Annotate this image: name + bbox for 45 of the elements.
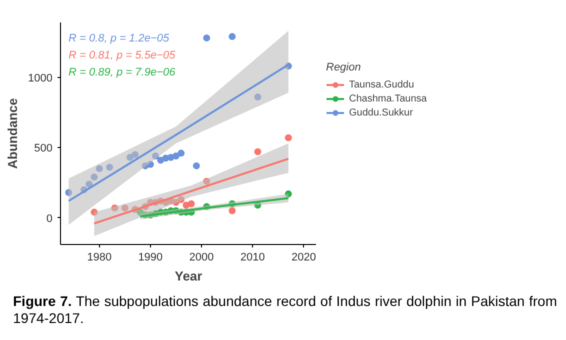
- point: [132, 151, 139, 158]
- legend-label: Taunsa.Guddu: [349, 78, 414, 90]
- legend-label: Chashma.Taunsa: [349, 92, 427, 104]
- annotation: R = 0.89, p = 7.9e−06: [68, 66, 176, 78]
- y-tick-label: 0: [46, 212, 53, 225]
- x-tick-label: 2010: [240, 252, 265, 264]
- point: [228, 207, 236, 214]
- point: [203, 34, 210, 42]
- point: [254, 148, 262, 156]
- point: [90, 174, 98, 181]
- y-tick-label: 500: [34, 142, 53, 155]
- point: [86, 180, 93, 188]
- point: [178, 196, 185, 204]
- point: [152, 152, 160, 160]
- point: [228, 33, 236, 40]
- y-axis-title: Abundance: [5, 98, 20, 169]
- point: [192, 162, 200, 170]
- legend-title: Region: [326, 62, 362, 74]
- x-tick-label: 1990: [138, 252, 163, 264]
- x-tick-label: 1980: [87, 252, 112, 264]
- legend-label: Guddu.Sukkur: [349, 106, 413, 118]
- point: [284, 190, 292, 198]
- point: [111, 204, 118, 212]
- point: [188, 200, 195, 208]
- point: [284, 134, 292, 142]
- point: [146, 160, 154, 168]
- point: [203, 178, 210, 185]
- caption: Figure 7. The subpopulations abundance record of Indus river dolphin in Pakistan from 1974-2017.: [12, 292, 558, 327]
- point: [90, 208, 98, 216]
- point: [121, 204, 128, 212]
- y-tick-label: 1000: [28, 72, 53, 84]
- point: [126, 154, 134, 161]
- annotation: R = 0.8, p = 1.2e−05: [68, 32, 170, 44]
- point: [254, 93, 262, 100]
- x-tick-label: 2000: [189, 252, 214, 264]
- point: [96, 165, 103, 172]
- annotation: R = 0.81, p = 5.5e−05: [68, 50, 176, 62]
- point: [178, 150, 185, 157]
- x-axis-title: Year: [174, 268, 202, 284]
- point: [254, 202, 262, 209]
- x-tick-label: 2020: [291, 252, 316, 264]
- point: [65, 189, 72, 196]
- point: [106, 164, 114, 171]
- point: [172, 198, 180, 206]
- point: [172, 152, 180, 160]
